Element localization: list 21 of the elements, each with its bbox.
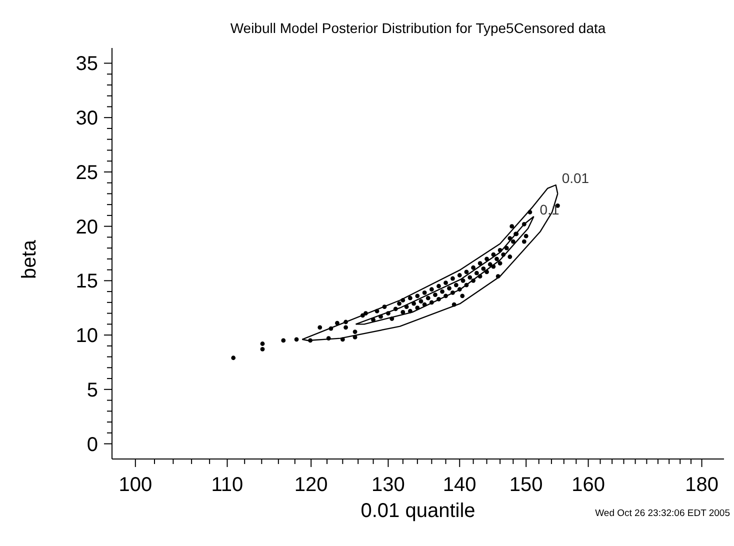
chart-title: Weibull Model Posterior Distribution for Type5Censored data [229,20,607,36]
y-tick-label: 5 [86,379,98,402]
x-tick-label: 140 [442,474,476,496]
y-tick-label: 30 [76,108,98,130]
x-tick-label: 160 [572,474,605,496]
x-tick-label: 120 [294,474,328,496]
x-tick-label: 150 [509,474,543,496]
x-tick-label: 180 [685,474,718,496]
x-tick-label: 100 [118,474,152,496]
y-tick-label: 35 [76,53,98,76]
y-tick-label: 25 [76,162,98,184]
x-axis-title: 0.01 quantile [360,500,476,522]
x-tick-label: 130 [372,474,405,496]
y-tick-label: 20 [76,216,98,238]
x-tick-label: 110 [211,474,244,496]
y-tick-label: 10 [76,325,98,348]
y-tick-label: 15 [76,270,98,293]
text: Wed Oct 26 23:32:06 EDT 2005 [595,508,730,519]
y-axis-title: beta [18,239,42,281]
series-label: 0.01 [562,170,590,186]
y-tick-label: 0 [86,434,98,456]
